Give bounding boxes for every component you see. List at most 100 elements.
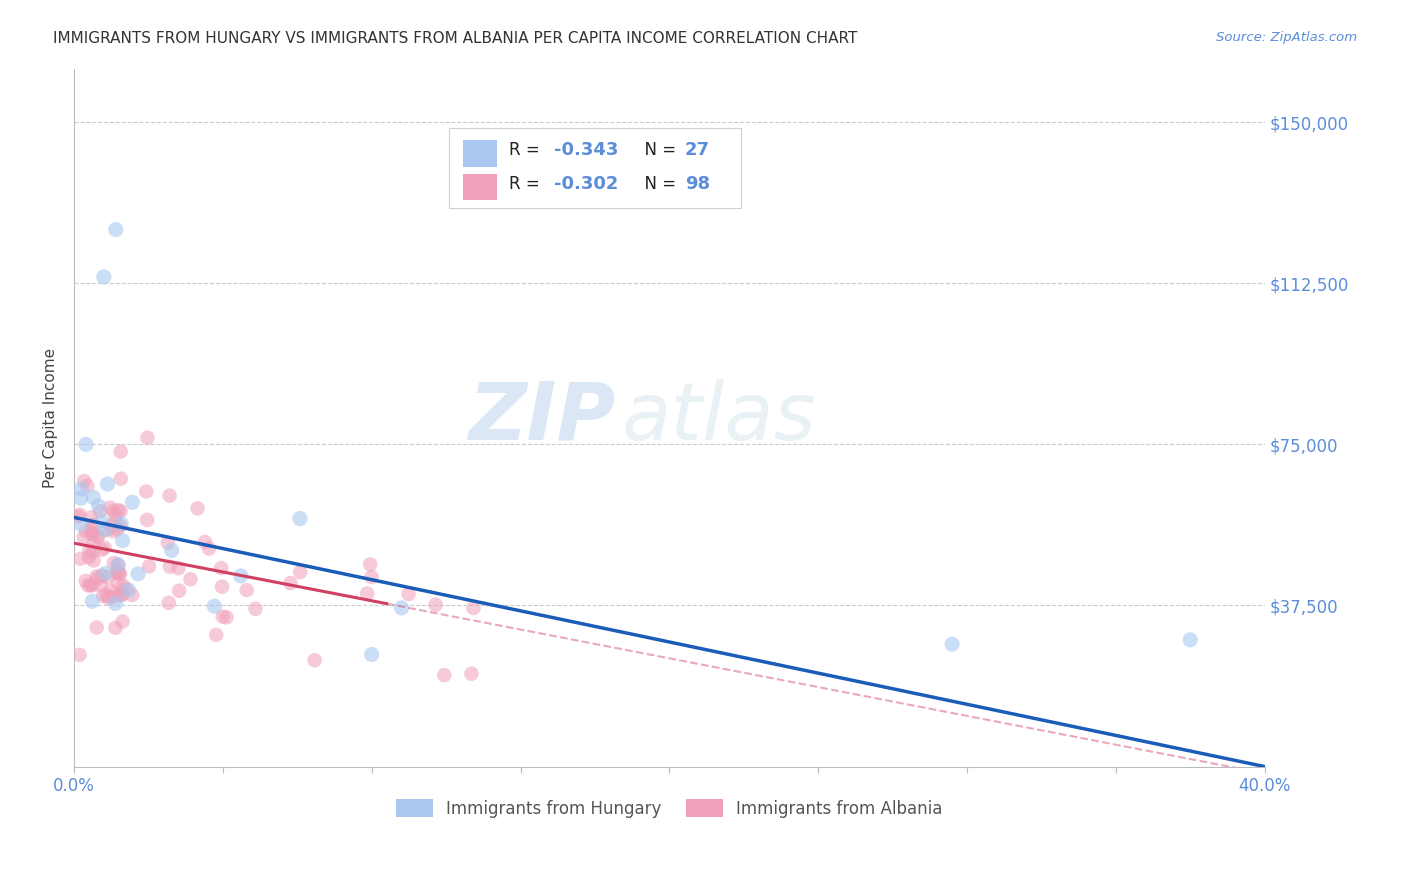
- Point: [235, 583, 257, 598]
- Point: [105, 566, 128, 581]
- Point: [107, 558, 129, 572]
- Point: [80, 523, 103, 537]
- Point: [156, 535, 179, 549]
- Point: [69, 508, 91, 522]
- Point: [110, 516, 132, 531]
- Point: [356, 586, 378, 600]
- Point: [98, 500, 121, 515]
- Point: [94, 523, 117, 537]
- Point: [215, 610, 238, 624]
- Point: [107, 564, 129, 578]
- Point: [433, 668, 456, 682]
- Point: [77, 550, 100, 565]
- Point: [69, 648, 91, 662]
- FancyBboxPatch shape: [449, 128, 741, 208]
- Point: [157, 596, 180, 610]
- Point: [160, 543, 183, 558]
- Point: [86, 620, 108, 634]
- Point: [86, 569, 108, 583]
- Point: [75, 574, 97, 588]
- Point: [103, 504, 125, 518]
- Point: [112, 579, 135, 593]
- Text: -0.343: -0.343: [554, 141, 619, 159]
- Point: [209, 561, 232, 575]
- Point: [70, 482, 93, 496]
- Point: [460, 666, 482, 681]
- Point: [391, 600, 413, 615]
- Point: [304, 653, 326, 667]
- Point: [93, 541, 115, 555]
- Y-axis label: Per Capita Income: Per Capita Income: [44, 348, 58, 488]
- Point: [90, 542, 112, 557]
- Point: [91, 568, 114, 582]
- Point: [75, 437, 97, 451]
- Point: [93, 269, 115, 284]
- Point: [288, 565, 311, 579]
- Point: [110, 444, 132, 458]
- Point: [179, 572, 201, 586]
- Point: [87, 529, 110, 543]
- Point: [103, 556, 125, 570]
- Point: [101, 524, 124, 538]
- Point: [205, 628, 228, 642]
- Point: [96, 570, 118, 584]
- Point: [87, 499, 110, 513]
- Point: [104, 515, 127, 529]
- Point: [107, 558, 129, 573]
- Point: [107, 589, 129, 603]
- Point: [79, 543, 101, 558]
- Point: [194, 535, 217, 549]
- Point: [73, 474, 96, 488]
- Point: [104, 222, 127, 236]
- Point: [211, 580, 233, 594]
- Text: N =: N =: [634, 141, 681, 159]
- Point: [75, 524, 97, 538]
- Point: [111, 615, 134, 629]
- Text: 98: 98: [685, 175, 710, 193]
- Point: [69, 491, 91, 506]
- Point: [91, 589, 114, 603]
- Point: [69, 551, 91, 566]
- Point: [245, 602, 267, 616]
- Text: 27: 27: [685, 141, 710, 159]
- Point: [79, 578, 101, 592]
- Point: [104, 621, 127, 635]
- Point: [80, 527, 103, 541]
- Point: [110, 472, 132, 486]
- Point: [111, 533, 134, 548]
- Point: [941, 637, 963, 651]
- Point: [159, 489, 181, 503]
- Point: [96, 477, 118, 491]
- Point: [360, 570, 382, 584]
- Text: R =: R =: [509, 141, 544, 159]
- Point: [82, 578, 104, 592]
- Point: [100, 584, 122, 599]
- Point: [138, 559, 160, 574]
- Point: [67, 509, 90, 524]
- Point: [107, 522, 129, 536]
- Point: [121, 495, 143, 509]
- FancyBboxPatch shape: [464, 174, 496, 201]
- Point: [167, 583, 190, 598]
- Point: [96, 588, 118, 602]
- Text: Source: ZipAtlas.com: Source: ZipAtlas.com: [1216, 31, 1357, 45]
- Point: [107, 503, 129, 517]
- Point: [82, 545, 104, 559]
- FancyBboxPatch shape: [464, 140, 496, 167]
- Point: [90, 514, 112, 528]
- Point: [77, 578, 100, 592]
- Point: [80, 510, 103, 524]
- Point: [108, 567, 131, 582]
- Point: [359, 558, 381, 572]
- Point: [202, 599, 225, 614]
- Point: [104, 596, 127, 610]
- Point: [280, 576, 302, 591]
- Point: [82, 491, 104, 505]
- Point: [127, 566, 149, 581]
- Point: [110, 518, 132, 533]
- Point: [89, 504, 111, 518]
- Point: [110, 504, 132, 518]
- Text: -0.302: -0.302: [554, 175, 619, 193]
- Text: ZIP: ZIP: [468, 378, 616, 457]
- Point: [115, 582, 138, 596]
